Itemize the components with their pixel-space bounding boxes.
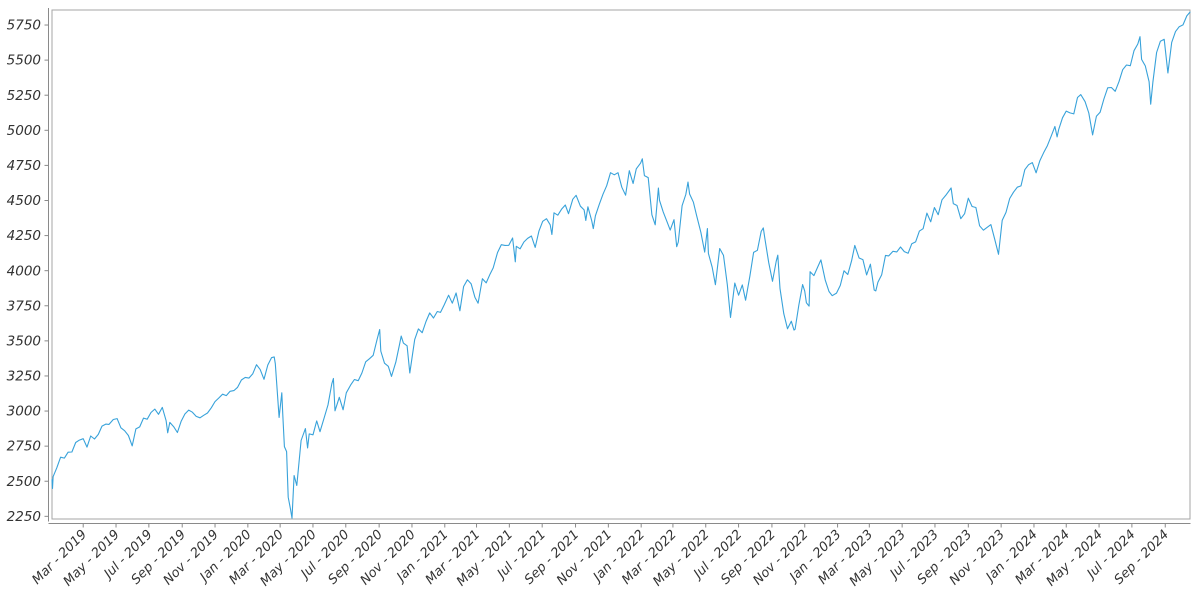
y-tick-label: 3500 [7, 333, 41, 349]
y-tick-label: 3750 [7, 298, 41, 314]
plot-frame [51, 9, 1191, 520]
y-tick-label: 4750 [7, 158, 41, 174]
y-tick-label: 5500 [7, 53, 41, 69]
y-tick-label: 4000 [7, 263, 41, 279]
price-line [51, 11, 1191, 519]
y-tick-label: 4500 [7, 193, 41, 209]
y-tick-label: 3000 [7, 404, 41, 420]
y-tick-label: 2250 [7, 509, 41, 525]
y-tick-label: 5750 [7, 18, 41, 34]
y-tick-label: 4250 [7, 228, 41, 244]
y-tick-label: 2500 [7, 474, 41, 490]
y-tick-label: 5000 [7, 123, 41, 139]
y-tick-label: 5250 [7, 88, 41, 104]
y-tick-label: 2750 [7, 439, 41, 455]
y-tick-label: 3250 [7, 369, 41, 385]
